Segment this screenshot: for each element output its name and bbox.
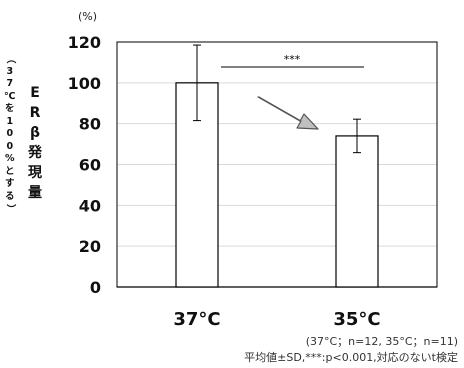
y-axis-note-char: す	[5, 178, 15, 189]
x-tick-label: 37°C	[173, 309, 220, 330]
y-axis-note-char: と	[5, 165, 15, 177]
bars	[175, 82, 379, 288]
decrease-arrow	[257, 96, 319, 130]
y-tick-label: 120	[68, 33, 101, 52]
y-axis-label-char: 現	[28, 165, 42, 181]
bar	[335, 135, 379, 288]
y-tick-label: 80	[79, 115, 101, 134]
y-axis-note-char: ℃	[4, 90, 16, 102]
y-axis-note-char: る	[5, 190, 15, 202]
y-axis-label-char: 量	[28, 185, 42, 201]
plot-frame	[116, 41, 438, 288]
y-axis-note-char: 7	[6, 78, 14, 89]
y-axis-label-char: E	[30, 85, 40, 101]
gridlines	[117, 41, 437, 247]
footnote-sample-size: (37°C；n=12, 35°C；n=11)	[305, 335, 458, 348]
y-axis-note-char: ）	[4, 203, 16, 214]
y-axis-note: （3 7 ℃ を 1 0 0% とする）	[4, 54, 16, 214]
y-tick-labels: 0 20 40 60 80 100 120	[68, 33, 101, 297]
y-axis-note-char: %	[4, 153, 15, 164]
footnote-statistics: 平均値±SD,***:p<0.001,対応のないt検定	[244, 351, 458, 364]
unit-label: (%)	[78, 10, 97, 23]
y-tick-label: 60	[79, 156, 101, 175]
y-axis-label-char: 発	[28, 145, 42, 161]
significance-label: ***	[284, 53, 301, 66]
error-bars	[193, 44, 361, 154]
y-tick-label: 0	[90, 278, 101, 297]
x-tick-labels: 37°C 35°C	[173, 309, 380, 330]
y-tick-label: 20	[79, 237, 101, 256]
y-axis-label-char: R	[29, 105, 41, 121]
y-axis-note-char: 0	[6, 128, 14, 139]
y-axis-note-char: を	[5, 103, 15, 114]
y-axis-label-char: β	[29, 125, 41, 141]
y-axis-note-char: 3	[6, 65, 14, 77]
y-tick-label: 40	[79, 196, 101, 215]
y-axis-note-char: （	[4, 53, 16, 64]
y-tick-label: 100	[68, 74, 101, 93]
y-axis-note-char: 1	[6, 115, 14, 127]
y-axis-note-char: 0	[6, 140, 14, 152]
x-tick-label: 35°C	[333, 309, 380, 330]
